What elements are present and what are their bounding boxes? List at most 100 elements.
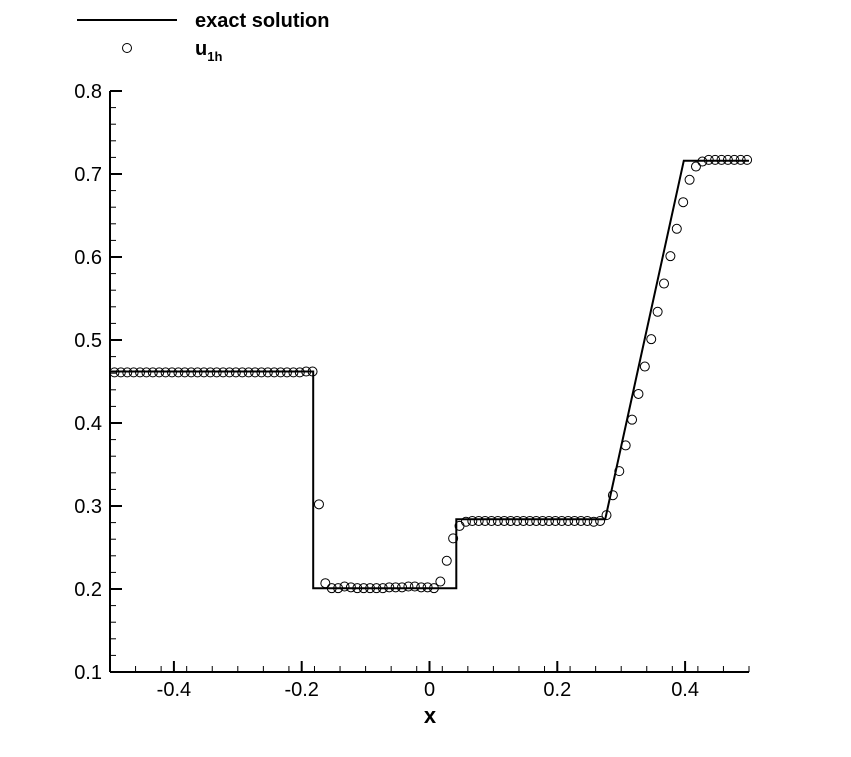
u1h-data-point: [537, 515, 548, 526]
u1h-data-point: [428, 583, 439, 594]
x-tick-label: 0.4: [671, 679, 699, 701]
u1h-data-point: [518, 515, 529, 526]
u1h-data-point: [703, 154, 714, 165]
u1h-data-point: [122, 367, 133, 378]
u1h-data-point: [646, 334, 657, 345]
u1h-data-point: [237, 367, 248, 378]
u1h-data-point: [422, 582, 433, 593]
u1h-data-point: [345, 582, 356, 593]
u1h-data-point: [416, 582, 427, 593]
u1h-data-point: [397, 582, 408, 593]
u1h-data-point: [620, 440, 631, 451]
u1h-data-point: [409, 581, 420, 592]
u1h-data-point: [243, 367, 254, 378]
u1h-data-point: [320, 578, 331, 589]
u1h-data-point: [326, 583, 337, 594]
u1h-data-point: [435, 576, 446, 587]
u1h-data-point: [467, 515, 478, 526]
u1h-data-point: [403, 581, 414, 592]
u1h-data-point: [556, 515, 567, 526]
u1h-data-point: [294, 367, 305, 378]
u1h-data-point: [198, 367, 209, 378]
y-tick-label: 0.7: [74, 164, 102, 186]
u1h-data-point: [250, 367, 261, 378]
u1h-data-point: [218, 367, 229, 378]
u1h-data-point: [313, 499, 324, 510]
u1h-data-point: [448, 533, 459, 544]
u1h-data-point: [179, 367, 190, 378]
u1h-data-point: [614, 466, 625, 477]
u1h-data-point: [524, 515, 535, 526]
legend-numeric-label-base: u: [195, 38, 207, 60]
u1h-data-point: [384, 582, 395, 593]
u1h-data-point: [665, 251, 676, 262]
u1h-data-point: [607, 490, 618, 501]
u1h-data-point: [275, 367, 286, 378]
y-tick-label: 0.4: [74, 413, 102, 435]
u1h-data-point: [512, 515, 523, 526]
u1h-data-point: [671, 223, 682, 234]
legend-numeric-label-subscript: 1h: [207, 49, 222, 64]
legend-numeric-label: u1h: [195, 38, 222, 64]
u1h-data-point: [371, 583, 382, 594]
u1h-data-point: [716, 154, 727, 165]
u1h-data-point: [390, 582, 401, 593]
plot-area: -0.4 -0.2 0 0.2 0.4 0.1 0.2 0.3 0.4 0.5 0.6 0.7 0.8: [74, 81, 753, 701]
legend: exact solution u1h: [77, 10, 329, 64]
u1h-data-point: [205, 367, 216, 378]
u1h-data-point: [588, 516, 599, 527]
u1h-data-point: [211, 367, 222, 378]
u1h-data-point: [460, 516, 471, 527]
u1h-data-point: [301, 366, 312, 377]
x-tick-label: -0.4: [157, 679, 191, 701]
u1h-data-point: [358, 583, 369, 594]
y-tick-label: 0.1: [74, 662, 102, 684]
u1h-data-point: [697, 156, 708, 167]
u1h-data-point: [742, 154, 753, 165]
y-tick-label: 0.6: [74, 247, 102, 269]
u1h-data-point: [531, 515, 542, 526]
exact-solution-line: [110, 159, 749, 590]
u1h-data-point: [166, 367, 177, 378]
u1h-data-point: [710, 154, 721, 165]
legend-circle-marker-swatch: [122, 43, 132, 53]
u1h-data-point: [333, 583, 344, 594]
x-tick-label: -0.2: [284, 679, 318, 701]
u1h-data-point: [128, 367, 139, 378]
u1h-data-point: [230, 367, 241, 378]
y-tick-label: 0.5: [74, 330, 102, 352]
u1h-data-point: [633, 388, 644, 399]
u1h-data-point: [269, 367, 280, 378]
u1h-data-point: [365, 583, 376, 594]
u1h-data-point: [492, 515, 503, 526]
u1h-data-point: [288, 367, 299, 378]
x-tick-label: 0.2: [543, 679, 571, 701]
u1h-data-point: [543, 515, 554, 526]
u1h-data-point: [505, 515, 516, 526]
u1h-data-point: [109, 367, 120, 378]
u1h-data-point: [160, 367, 171, 378]
u1h-data-point: [722, 154, 733, 165]
u1h-data-point: [441, 555, 452, 566]
u1h-data-point: [550, 515, 561, 526]
u1h-data-point: [339, 581, 350, 592]
u1h-data-point: [652, 306, 663, 317]
u1h-data-point: [262, 367, 273, 378]
u1h-data-point: [499, 515, 510, 526]
u1h-data-point: [486, 515, 497, 526]
u1h-data-point: [141, 367, 152, 378]
legend-exact-label: exact solution: [195, 10, 329, 32]
u1h-data-point: [659, 278, 670, 289]
u1h-data-point: [186, 367, 197, 378]
u1h-data-point: [473, 515, 484, 526]
u1h-data-point: [575, 515, 586, 526]
u1h-data-point: [256, 367, 267, 378]
u1h-data-point: [147, 367, 158, 378]
u1h-data-point: [563, 515, 574, 526]
u1h-data-point: [639, 361, 650, 372]
u1h-data-point: [595, 515, 606, 526]
u1h-data-point: [601, 510, 612, 521]
y-tick-label: 0.3: [74, 496, 102, 518]
u1h-data-point: [307, 366, 318, 377]
